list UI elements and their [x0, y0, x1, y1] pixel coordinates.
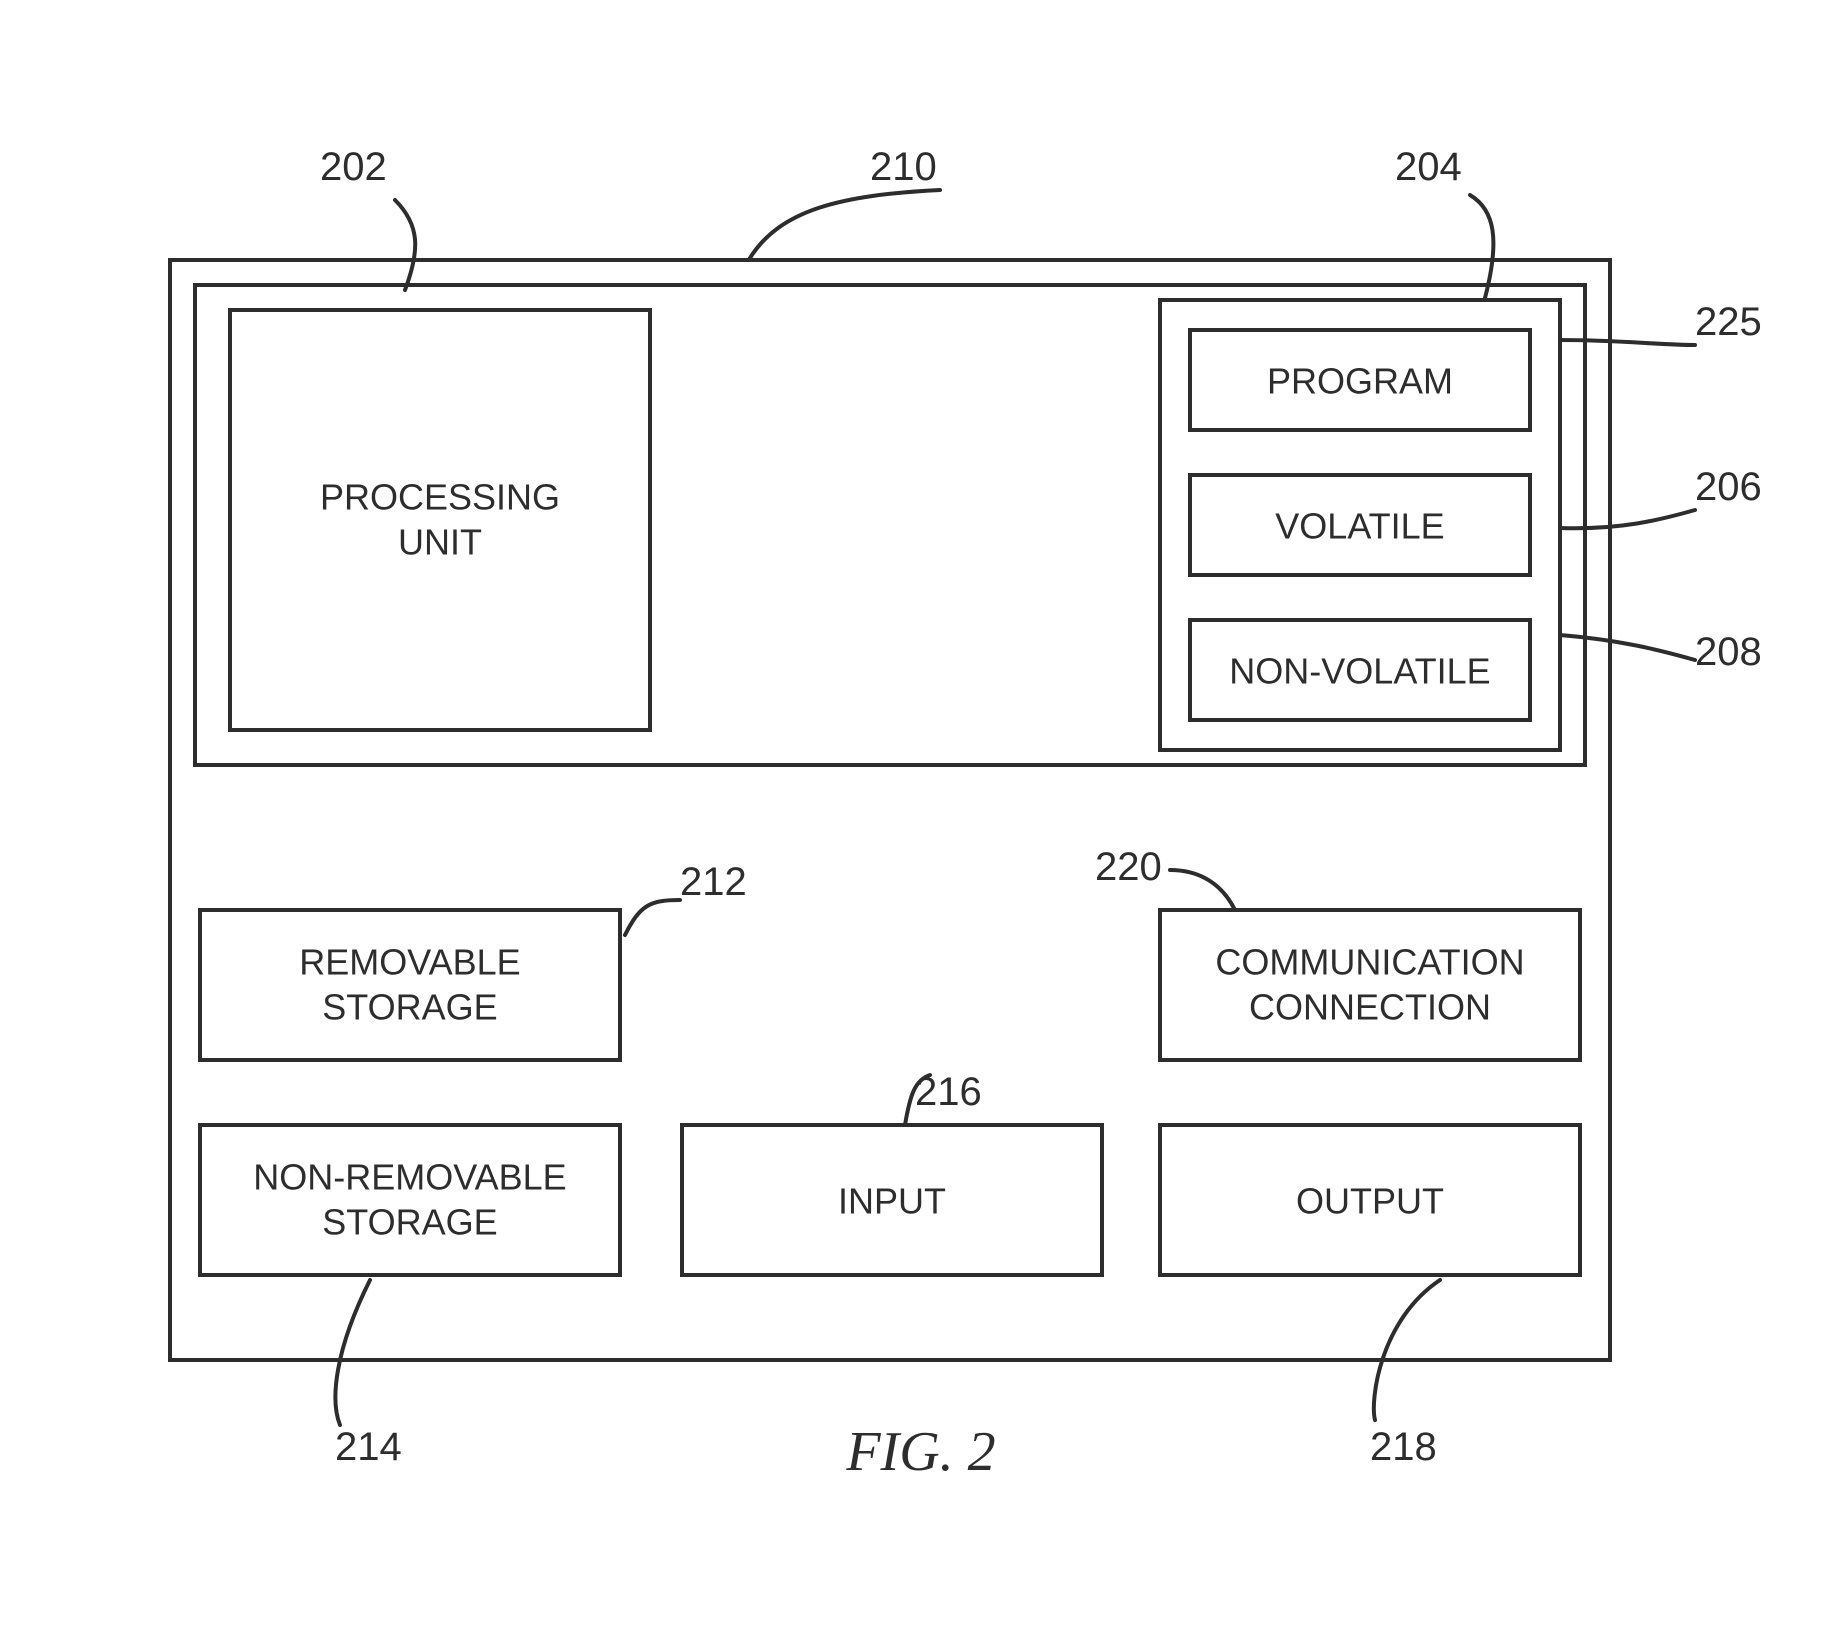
ref-208: 208	[1695, 630, 1762, 674]
removable-storage-label-2: STORAGE	[322, 987, 497, 1028]
lead-210	[750, 190, 940, 258]
output-label: OUTPUT	[1296, 1181, 1444, 1222]
ref-202: 202	[320, 145, 387, 189]
processing-unit-label-2: UNIT	[398, 522, 482, 563]
processing-unit-box	[230, 310, 650, 730]
ref-210: 210	[870, 145, 937, 189]
processing-unit-label-1: PROCESSING	[320, 477, 560, 518]
non-volatile-label: NON-VOLATILE	[1229, 651, 1490, 692]
volatile-label: VOLATILE	[1275, 506, 1444, 547]
patent-diagram: PROCESSING UNIT PROGRAM VOLATILE NON-VOL…	[0, 0, 1842, 1638]
non-removable-storage-label-1: NON-REMOVABLE	[253, 1157, 566, 1198]
removable-storage-label-1: REMOVABLE	[299, 942, 520, 983]
communication-label-2: CONNECTION	[1249, 987, 1491, 1028]
ref-216: 216	[915, 1070, 982, 1114]
figure-label: FIG. 2	[845, 1421, 995, 1483]
non-removable-storage-box	[200, 1125, 620, 1275]
non-removable-storage-label-2: STORAGE	[322, 1202, 497, 1243]
communication-box	[1160, 910, 1580, 1060]
ref-204: 204	[1395, 145, 1462, 189]
ref-225: 225	[1695, 300, 1762, 344]
ref-218: 218	[1370, 1425, 1437, 1469]
ref-206: 206	[1695, 465, 1762, 509]
program-label: PROGRAM	[1267, 361, 1453, 402]
communication-label-1: COMMUNICATION	[1215, 942, 1524, 983]
input-label: INPUT	[838, 1181, 946, 1222]
ref-214: 214	[335, 1425, 402, 1469]
ref-220: 220	[1095, 845, 1162, 889]
removable-storage-box	[200, 910, 620, 1060]
ref-212: 212	[680, 860, 747, 904]
